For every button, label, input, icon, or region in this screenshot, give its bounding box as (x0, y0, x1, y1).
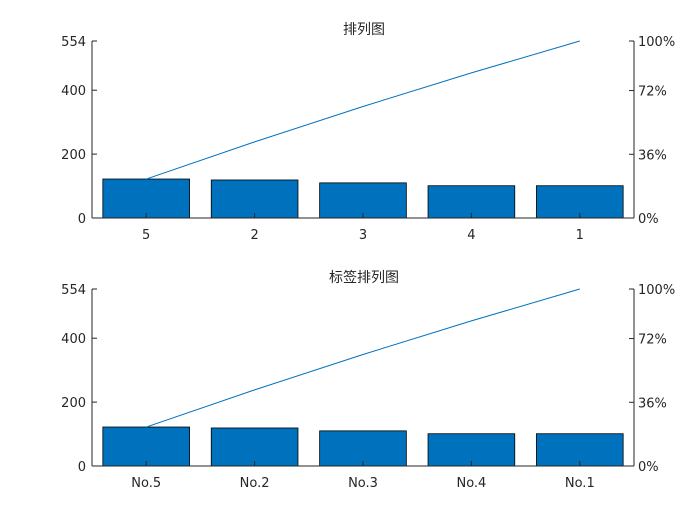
y-tick-label: 400 (61, 332, 86, 347)
x-tick-label: No.3 (348, 476, 378, 491)
pareto-chart-2: 标签排列图 0 200 400 554 0% 36% 72% 100% No.5 No.2 No.3… (61, 269, 675, 491)
y-tick-label: 200 (61, 148, 86, 163)
y2-tick-label: 0% (638, 212, 659, 227)
bar (102, 426, 190, 467)
bar (102, 178, 190, 219)
bar (427, 185, 516, 219)
y2-tick-label: 0% (638, 460, 659, 475)
y2-tick-label: 36% (638, 148, 667, 163)
x-tick-label: No.5 (131, 476, 161, 491)
pareto-chart-1: 排列图 0 200 400 554 0% 36% 72% 100% 5 2 3 4 1 (61, 22, 675, 243)
x-tick-label: No.2 (240, 476, 270, 491)
y-tick-label: 200 (61, 396, 86, 411)
y-tick-label: 554 (61, 283, 86, 298)
chart-title: 标签排列图 (329, 269, 399, 286)
cumulative-line (146, 288, 580, 428)
cumulative-line (146, 40, 580, 180)
x-tick-label: 5 (142, 228, 150, 243)
bar (210, 427, 299, 467)
y2-tick-label: 100% (638, 283, 675, 298)
bar (536, 185, 624, 219)
x-tick-label: 3 (359, 228, 367, 243)
x-tick-label: No.1 (565, 476, 595, 491)
y2-tick-label: 72% (638, 85, 667, 100)
bar (319, 182, 407, 219)
chart-title: 排列图 (343, 22, 385, 38)
bar (536, 433, 624, 467)
x-tick-label: No.4 (456, 476, 486, 491)
y-tick-label: 400 (61, 84, 86, 99)
y-tick-label: 0 (78, 212, 86, 227)
y2-tick-label: 100% (638, 35, 675, 50)
x-tick-label: 4 (467, 228, 475, 243)
y2-tick-label: 72% (638, 333, 667, 348)
bar (319, 430, 407, 467)
x-tick-label: 1 (576, 228, 584, 243)
y2-tick-label: 36% (638, 396, 667, 411)
y-tick-label: 554 (61, 35, 86, 50)
y-tick-label: 0 (78, 460, 86, 475)
x-tick-label: 2 (250, 228, 258, 243)
bar (210, 179, 299, 219)
